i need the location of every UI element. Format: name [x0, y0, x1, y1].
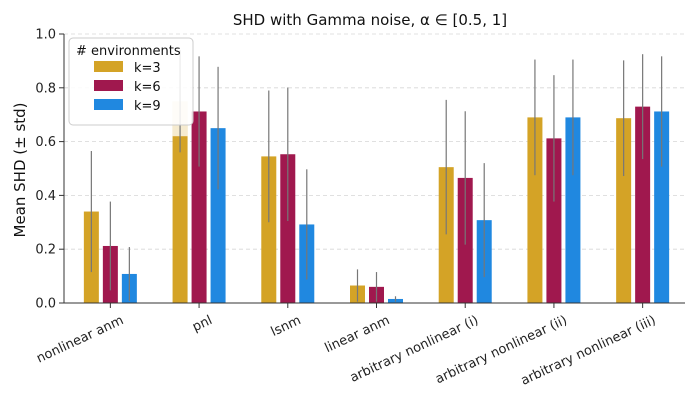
bar-k=6-arbitrary-nonlinear-ii- — [546, 138, 562, 303]
legend-label-k=9: k=9 — [134, 99, 161, 114]
x-tick-labels: nonlinear anm pnl lsnm linear anmarbitrary … — [34, 303, 658, 389]
legend-items: k=3 k=6 k=9 — [94, 61, 161, 114]
bar-k=6-lsnm — [280, 154, 296, 303]
y-tick-label: 1.0 — [35, 28, 56, 43]
bar-k=6-arbitrary-nonlinear-iii- — [635, 106, 651, 303]
legend-title: # environments — [76, 44, 181, 59]
legend-label-k=6: k=6 — [134, 80, 161, 95]
error-bars-group — [90, 50, 663, 302]
bar-k=9-arbitrary-nonlinear-ii- — [565, 117, 581, 303]
bar-k=3-arbitrary-nonlinear-iii- — [616, 118, 632, 304]
bar-k=3-arbitrary-nonlinear-ii- — [527, 117, 543, 303]
legend-swatch-k=9 — [94, 99, 123, 110]
chart-title: SHD with Gamma noise, α ∈ [0.5, 1] — [233, 11, 507, 29]
legend-swatch-k=3 — [94, 61, 123, 72]
y-tick-label: 0.4 — [35, 189, 56, 204]
y-tick-label: 0.2 — [35, 243, 56, 258]
x-tick-label: lsnm — [269, 313, 304, 340]
y-ticks: 0.0 0.2 0.4 0.6 0.8 1.0 — [35, 28, 64, 312]
bar-k=3-pnl — [172, 101, 188, 303]
axes — [63, 34, 685, 304]
bar-k=3-lsnm — [261, 156, 277, 303]
bar-k=6-pnl — [191, 111, 207, 303]
x-tick-label: nonlinear anm — [34, 313, 126, 366]
bar-k=9-arbitrary-nonlinear-iii- — [654, 111, 670, 303]
x-tick-label: pnl — [190, 313, 215, 335]
y-tick-label: 0.0 — [35, 297, 56, 312]
legend-label-k=3: k=3 — [134, 61, 161, 76]
legend-swatch-k=6 — [94, 80, 123, 91]
bar-k=3-arbitrary-nonlinear-i- — [438, 167, 454, 303]
x-tick-label: linear anm — [323, 313, 393, 356]
bar-k=9-pnl — [210, 128, 226, 303]
bars-group — [83, 98, 670, 304]
grid-lines — [64, 33, 685, 250]
y-axis-label: Mean SHD (± std) — [11, 102, 29, 237]
y-tick-label: 0.8 — [35, 81, 56, 96]
legend: # environments k=3 k=6 k=9 — [68, 37, 194, 126]
y-tick-label: 0.6 — [35, 135, 56, 150]
